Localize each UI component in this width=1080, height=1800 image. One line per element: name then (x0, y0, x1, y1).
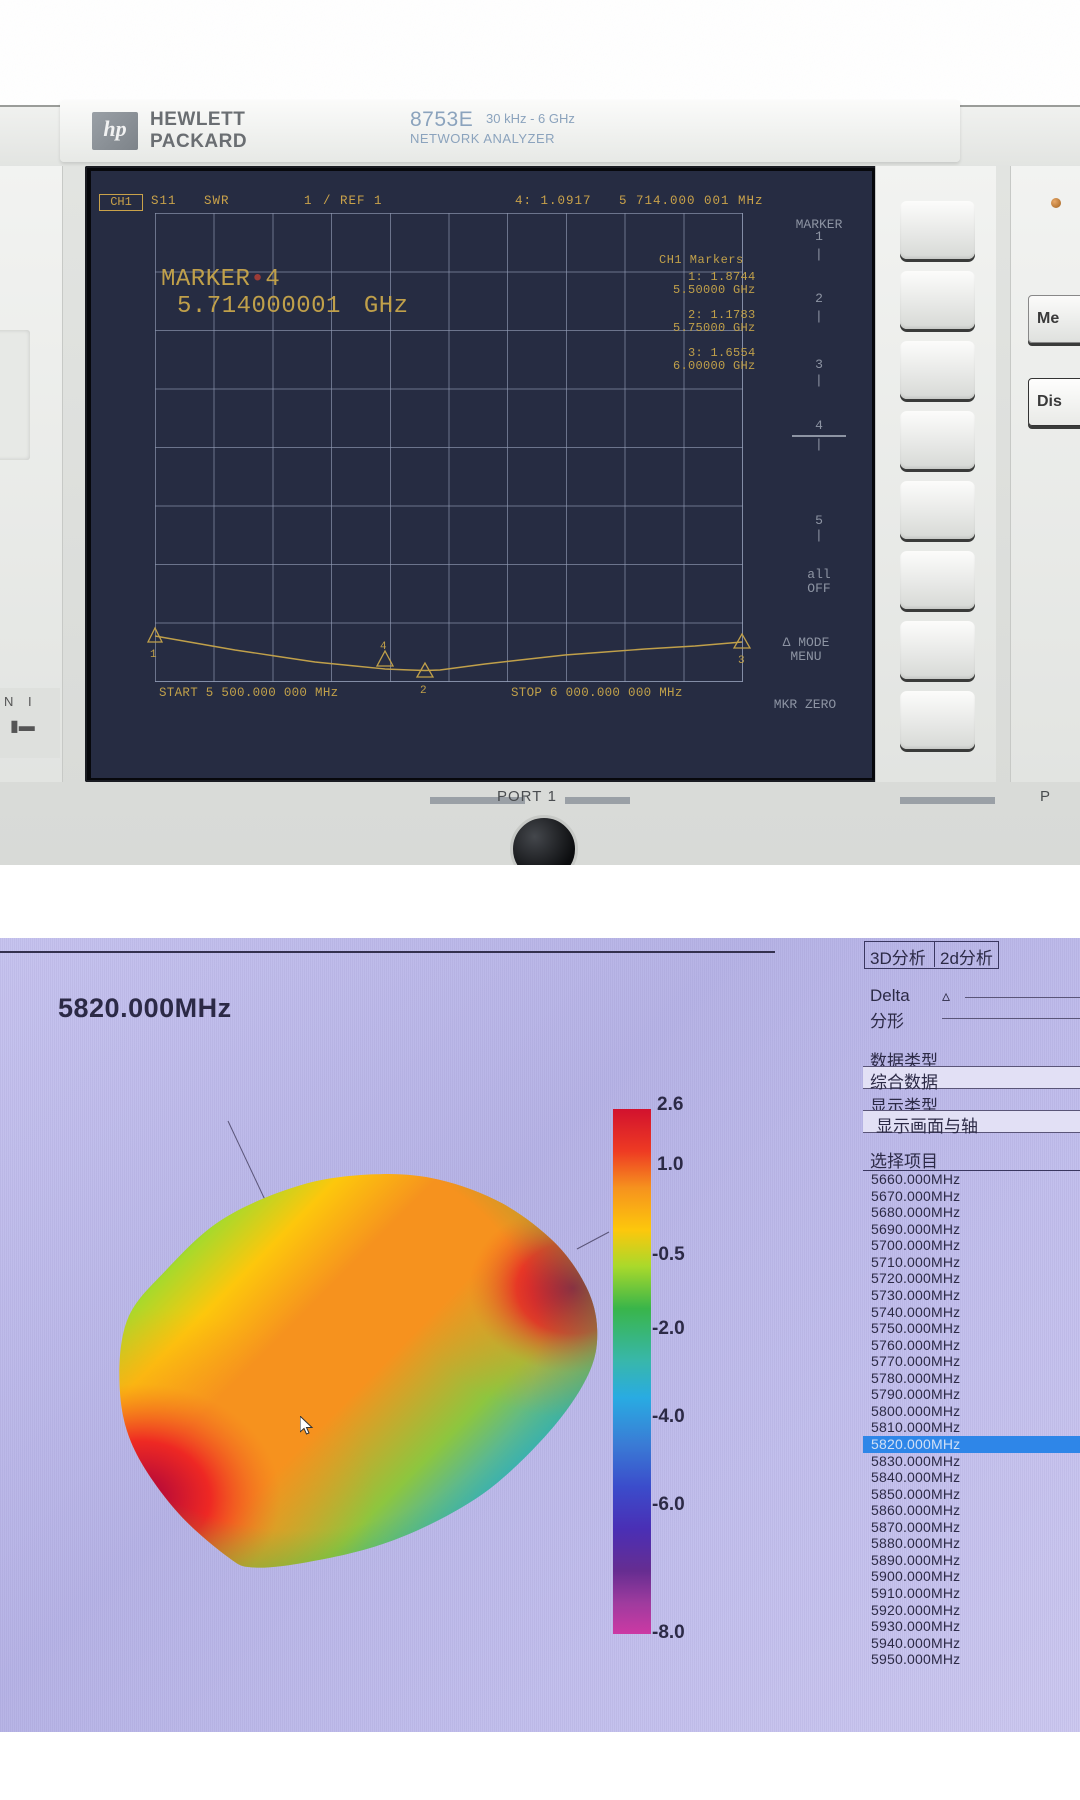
svg-text:2: 2 (420, 685, 427, 697)
svg-text:3: 3 (738, 655, 745, 667)
svg-text:4: 4 (380, 641, 387, 653)
svg-text:1: 1 (150, 649, 157, 661)
